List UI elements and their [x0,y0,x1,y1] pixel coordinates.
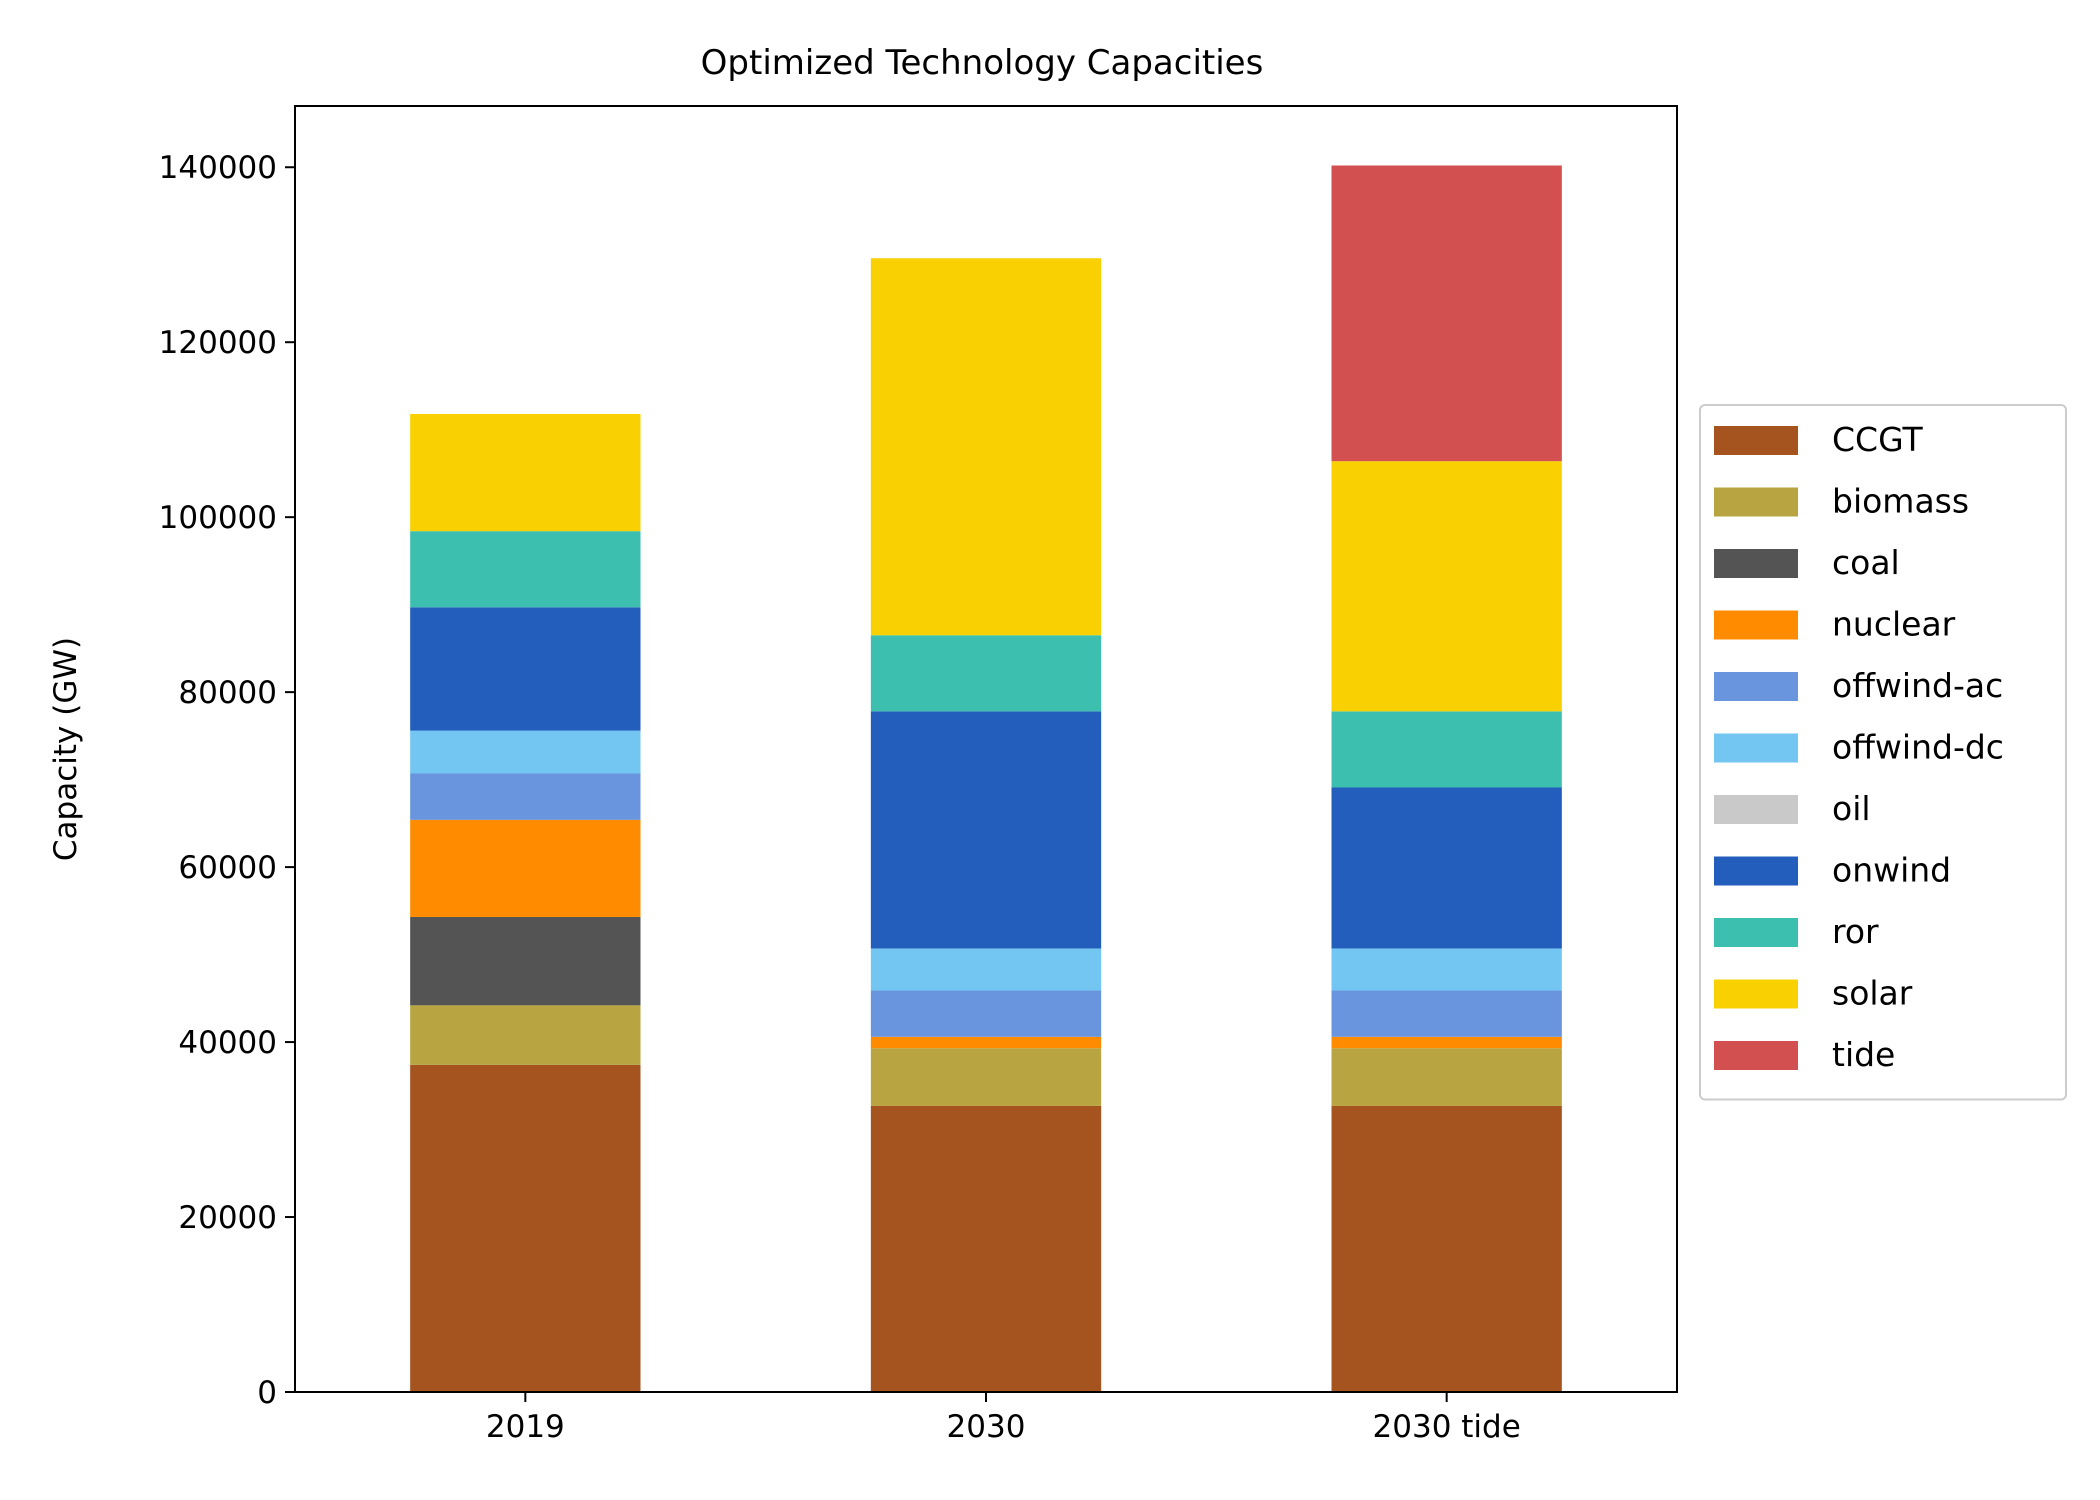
legend-swatch [1714,733,1798,763]
bar-segment [410,607,641,731]
bar-segment [1331,461,1562,712]
y-tick-label: 140000 [159,150,277,186]
legend-swatch [1714,549,1798,578]
legend-label: nuclear [1832,605,1956,644]
x-tick-label: 2030 tide [1373,1409,1521,1445]
y-tick-label: 20000 [178,1200,277,1236]
bar-segment [870,1048,1102,1106]
chart-title: Optimized Technology Capacities [701,43,1264,83]
legend-label: onwind [1832,851,1951,890]
legend-swatch [1714,487,1798,517]
bar-stacks [410,165,1562,1392]
bar-segment [410,819,641,917]
legend-swatch [1714,610,1798,640]
legend-swatch [1714,918,1798,947]
bar-segment [1331,711,1562,788]
legend-label: CCGT [1832,420,1923,459]
x-axis: 2019 2030 2030 tide [486,1392,1521,1445]
legend-swatch [1714,426,1798,455]
bar-segment [410,773,641,820]
x-tick-label: 2030 [947,1409,1026,1445]
bar-segment [1331,990,1562,1037]
legend-label: solar [1832,974,1913,1013]
legend-swatch [1714,795,1798,824]
bar-segment [870,635,1102,712]
bar-segment [870,948,1102,991]
legend-label: tide [1832,1035,1895,1074]
bar-segment [870,711,1102,949]
legend-swatch [1714,672,1798,701]
bar-segment [1331,948,1562,991]
bar-segment [410,916,641,1006]
bar-segment [1331,1048,1562,1106]
legend-label: biomass [1832,482,1969,521]
bar-segment [410,730,641,774]
bar-segment [410,413,641,532]
legend-swatch [1714,979,1798,1009]
bar-segment [1331,165,1562,462]
bar-segment [410,1005,641,1065]
y-tick-label: 0 [257,1375,277,1411]
y-tick-label: 40000 [178,1025,277,1061]
legend-label: coal [1832,543,1900,582]
y-tick-label: 100000 [159,500,277,536]
y-axis-label: Capacity (GW) [48,637,84,861]
bar-segment [870,1105,1102,1392]
bar-segment [870,990,1102,1037]
legend-swatch [1714,856,1798,886]
y-tick-label: 120000 [159,325,277,361]
legend-label: ror [1832,912,1879,951]
bar-segment [410,1064,641,1392]
legend-label: offwind-dc [1832,728,2004,767]
bar-segment [1331,1036,1562,1049]
x-tick-label: 2019 [486,1409,565,1445]
legend-swatch [1714,1041,1798,1070]
legend-label: offwind-ac [1832,666,2003,705]
y-tick-label: 80000 [178,675,277,711]
bar-segment [870,1036,1102,1049]
bar-segment [410,531,641,608]
bar-segment [1331,787,1562,949]
legend: CCGT biomass coal nuclear offwind-ac offwind-… [1699,404,2067,1101]
y-tick-label: 60000 [178,850,277,886]
y-axis: 0 20000 40000 60000 80000 100000 120000 140000 [159,150,295,1411]
bar-segment [1331,1105,1562,1392]
legend-label: oil [1832,789,1871,828]
plot-frame [294,105,1678,1393]
bar-segment [870,258,1102,636]
